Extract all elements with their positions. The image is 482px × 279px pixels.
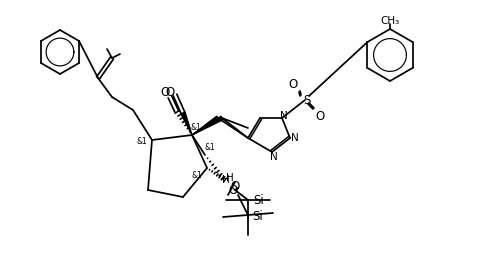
Polygon shape xyxy=(192,116,223,135)
Text: Si: Si xyxy=(253,194,264,206)
Text: &1: &1 xyxy=(190,122,201,131)
Polygon shape xyxy=(192,116,219,135)
Text: O: O xyxy=(315,109,324,122)
Text: &1: &1 xyxy=(136,138,147,146)
Text: CH₃: CH₃ xyxy=(380,16,400,26)
Text: H: H xyxy=(222,175,230,185)
Text: N: N xyxy=(280,111,288,121)
Text: Si: Si xyxy=(252,210,263,223)
Text: O: O xyxy=(288,78,297,90)
Text: N: N xyxy=(291,133,299,143)
Text: N: N xyxy=(270,152,278,162)
Polygon shape xyxy=(181,112,192,135)
Text: O: O xyxy=(161,86,170,100)
Text: O: O xyxy=(165,85,174,98)
Text: &1: &1 xyxy=(192,172,202,181)
Text: O: O xyxy=(228,184,238,196)
Text: O: O xyxy=(230,179,240,193)
Text: S: S xyxy=(303,93,311,107)
Text: &1: &1 xyxy=(205,143,215,151)
Text: H: H xyxy=(226,173,234,183)
